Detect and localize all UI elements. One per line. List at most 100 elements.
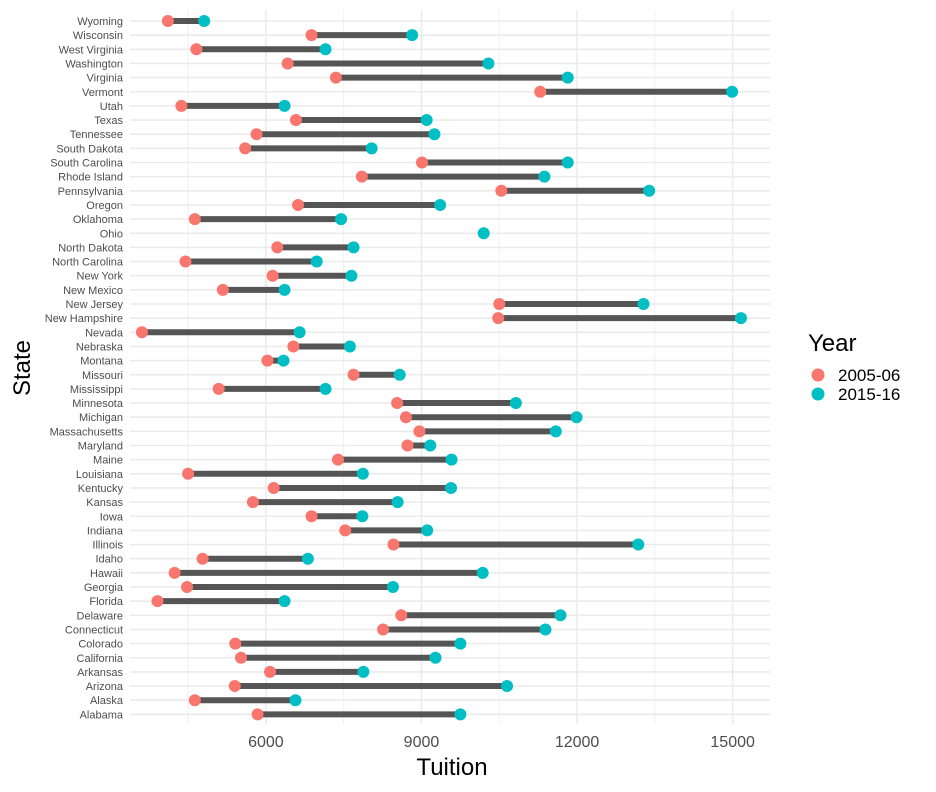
state-label: Colorado [78, 639, 123, 651]
point-2015-16 [420, 114, 433, 127]
state-label: Oklahoma [73, 214, 124, 226]
state-label: North Carolina [52, 257, 124, 269]
state-label: Kansas [86, 497, 123, 509]
point-2005-06 [377, 623, 390, 636]
point-2015-16 [445, 453, 458, 466]
point-2015-16 [570, 411, 583, 424]
state-label: New York [77, 271, 124, 283]
state-label: Kentucky [78, 483, 124, 495]
point-2005-06 [281, 57, 294, 70]
point-2015-16 [477, 227, 490, 240]
point-2005-06 [395, 609, 408, 622]
point-2015-16 [301, 552, 314, 565]
point-2005-06 [264, 665, 277, 678]
state-label: Pennsylvania [58, 186, 124, 198]
point-2005-06 [216, 283, 229, 296]
point-2015-16 [561, 71, 574, 84]
point-2015-16 [391, 496, 404, 509]
point-2015-16 [454, 637, 467, 650]
point-2015-16 [343, 340, 356, 353]
point-2005-06 [331, 453, 344, 466]
point-2015-16 [319, 382, 332, 395]
point-2005-06 [289, 114, 302, 127]
point-2015-16 [501, 680, 514, 693]
point-2005-06 [399, 411, 412, 424]
state-label: Indiana [87, 525, 124, 537]
state-label: Ohio [100, 228, 123, 240]
point-2005-06 [161, 15, 174, 27]
state-label: Vermont [82, 87, 123, 99]
state-label: Georgia [84, 582, 124, 594]
state-label: Arkansas [77, 667, 123, 679]
point-2015-16 [554, 609, 567, 622]
state-label: Nevada [85, 327, 124, 339]
point-2015-16 [310, 255, 323, 268]
point-2015-16 [726, 85, 739, 98]
point-2015-16 [393, 368, 406, 381]
point-2005-06 [188, 213, 201, 226]
point-2015-16 [347, 241, 360, 254]
point-2005-06 [251, 708, 264, 721]
point-2015-16 [561, 156, 574, 169]
legend-label-2005-06: 2005-06 [838, 366, 900, 385]
state-label: Rhode Island [58, 172, 123, 184]
legend-marker-2015-16 [811, 387, 825, 401]
point-2015-16 [434, 198, 447, 211]
x-axis-title: Tuition [416, 754, 487, 781]
point-2005-06 [196, 552, 209, 565]
point-2005-06 [339, 524, 352, 537]
point-2015-16 [365, 142, 378, 155]
x-tick-label: 15000 [710, 734, 755, 751]
point-2015-16 [424, 439, 437, 452]
x-tick-label: 6000 [248, 734, 284, 751]
state-label: Michigan [79, 412, 123, 424]
state-label: California [77, 653, 124, 665]
point-2005-06 [305, 510, 318, 523]
state-label: Washington [65, 58, 123, 70]
point-2005-06 [239, 142, 252, 155]
point-2005-06 [534, 85, 547, 98]
state-label: Minnesota [72, 398, 124, 410]
point-2005-06 [391, 397, 404, 410]
point-2015-16 [406, 29, 419, 42]
state-label: Arizona [86, 681, 124, 693]
point-2005-06 [246, 496, 259, 509]
point-2005-06 [292, 198, 305, 211]
point-2015-16 [319, 43, 332, 56]
point-2015-16 [293, 326, 306, 339]
point-2015-16 [278, 283, 291, 296]
state-label: Montana [80, 356, 124, 368]
point-2005-06 [271, 241, 284, 254]
state-label: Florida [89, 596, 124, 608]
y-axis-title: State [9, 340, 36, 396]
state-label: Massachusetts [50, 426, 124, 438]
point-2015-16 [445, 481, 458, 494]
state-label: North Dakota [58, 242, 124, 254]
x-tick-label: 12000 [555, 734, 600, 751]
point-2005-06 [355, 170, 368, 183]
state-label: Delaware [77, 610, 123, 622]
point-2015-16 [356, 467, 369, 480]
state-label: Wyoming [77, 16, 123, 28]
legend-marker-2005-06 [811, 368, 825, 382]
point-2005-06 [179, 255, 192, 268]
point-2015-16 [278, 99, 291, 112]
point-2015-16 [643, 184, 656, 197]
state-label: Illinois [92, 540, 123, 552]
point-2005-06 [182, 467, 195, 480]
point-2015-16 [637, 298, 650, 310]
point-2005-06 [347, 368, 360, 381]
state-label: Louisiana [76, 469, 124, 481]
point-2015-16 [357, 665, 370, 678]
point-2005-06 [135, 326, 148, 339]
point-2015-16 [509, 397, 522, 410]
state-label: Nebraska [76, 341, 124, 353]
state-label: Maine [93, 455, 123, 467]
point-2015-16 [356, 510, 369, 523]
point-2005-06 [329, 71, 342, 84]
point-2015-16 [289, 694, 302, 707]
point-2005-06 [413, 425, 426, 438]
point-2005-06 [228, 680, 241, 693]
point-2015-16 [454, 708, 467, 721]
